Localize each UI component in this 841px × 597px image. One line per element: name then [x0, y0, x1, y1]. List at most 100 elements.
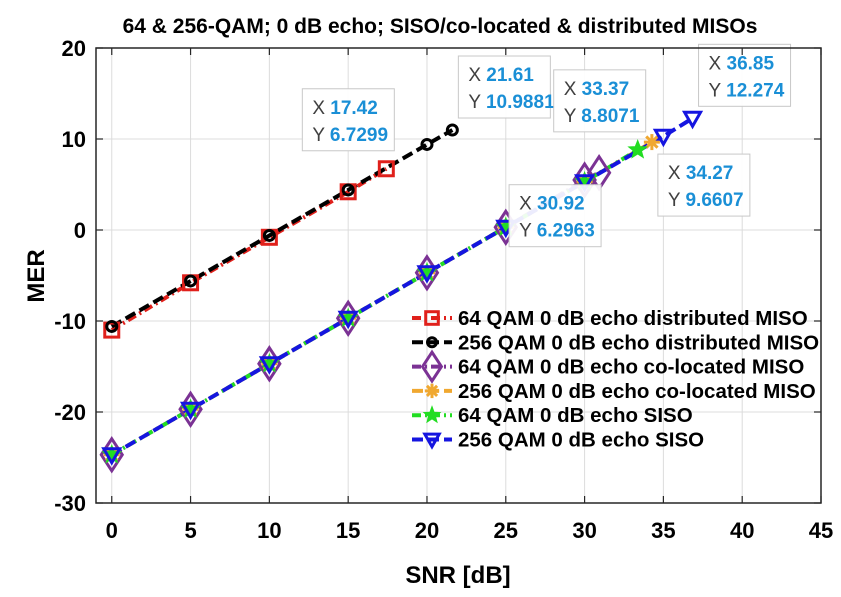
legend-label: 64 QAM 0 dB echo co-located MISO	[458, 356, 804, 379]
datatip-axis-letter: X	[668, 163, 686, 184]
series-line-5	[110, 148, 639, 457]
y-tick-label: -20	[54, 400, 86, 425]
y-axis: -30 -20 -10 0 10 20	[54, 36, 821, 516]
y-axis-label: MER	[23, 249, 50, 302]
data-point	[681, 110, 704, 130]
y-tick-label: 0	[74, 218, 86, 243]
legend-entry: 256 QAM 0 dB echo co-located MISO	[412, 380, 816, 403]
datatip: X 30.92 Y 6.2963	[508, 184, 602, 248]
datatip-row: Y 12.274	[709, 80, 785, 101]
datatip-axis-letter: Y	[312, 125, 330, 146]
y-tick-label: 10	[62, 127, 86, 152]
datatip-box	[301, 88, 395, 152]
y-tick-label: -30	[54, 491, 86, 516]
legend-marker-swatch	[426, 336, 438, 349]
datatip-value: 30.92	[537, 194, 585, 215]
datatip-row: X 30.92	[519, 194, 585, 215]
x-axis-label: SNR [dB]	[405, 562, 510, 589]
plot-area	[96, 48, 821, 503]
series-line-1	[110, 167, 388, 332]
data-point	[652, 128, 674, 148]
legend-label: 256 QAM 0 dB echo distributed MISO	[458, 331, 819, 354]
datatip-value: 21.61	[486, 65, 534, 86]
datatip-row: Y 6.7299	[312, 125, 388, 146]
datatip-value: 17.42	[330, 98, 378, 119]
series-line-6	[110, 116, 694, 457]
data-point	[574, 174, 596, 193]
data-point	[101, 447, 123, 466]
datatip-row: Y 9.6607	[668, 190, 744, 211]
datatip-box	[657, 153, 751, 217]
x-tick-label: 45	[809, 518, 833, 543]
data-point	[627, 139, 649, 159]
series-markers	[99, 110, 704, 474]
data-point	[377, 160, 395, 178]
legend-label: 256 QAM 0 dB echo SISO	[458, 429, 704, 452]
x-tick-label: 10	[257, 518, 281, 543]
datatip-value: 9.6607	[685, 190, 743, 211]
datatip-box	[457, 55, 551, 119]
datatip-axis-letter: Y	[668, 190, 686, 211]
datatip-value: 12.274	[726, 80, 785, 101]
data-point	[643, 134, 660, 151]
legend-label: 64 QAM 0 dB echo distributed MISO	[458, 307, 808, 330]
x-tick-label: 40	[730, 518, 754, 543]
datatip-axis-letter: X	[564, 79, 582, 100]
datatip-row: X 17.42	[312, 98, 378, 119]
legend-marker-swatch	[422, 405, 442, 424]
x-tick-label: 30	[572, 518, 596, 543]
datatip-row: X 33.37	[564, 79, 630, 100]
legend-label: 256 QAM 0 dB echo co-located MISO	[458, 380, 816, 403]
datatip: X 36.85 Y 12.274	[698, 43, 792, 107]
datatip-axis-letter: Y	[519, 221, 537, 242]
data-point	[341, 183, 355, 197]
x-tick-label: 35	[651, 518, 675, 543]
legend-entry: 256 QAM 0 dB echo SISO	[412, 429, 704, 452]
datatip-axis-letter: Y	[709, 80, 727, 101]
y-tick-label: 20	[62, 36, 86, 61]
x-tick-label: 25	[494, 518, 518, 543]
legend-entry: 64 QAM 0 dB echo co-located MISO	[412, 349, 804, 384]
x-tick-label: 20	[415, 518, 439, 543]
datatip: X 17.42Y 6.7299	[301, 88, 395, 152]
legend-entry: 256 QAM 0 dB echo distributed MISO	[412, 331, 819, 354]
datatip-value: 10.9881	[486, 92, 555, 113]
datatip-value: 8.8071	[581, 106, 640, 127]
datatip-row: X 34.27	[668, 163, 734, 184]
legend-label: 64 QAM 0 dB echo SISO	[458, 404, 693, 427]
datatip-row: Y 10.9881	[468, 92, 555, 113]
x-axis: 0 5 10 15 20 25 30 35 40 45	[106, 48, 833, 543]
datatip-axis-letter: X	[519, 194, 537, 215]
data-point	[179, 401, 202, 421]
datatip-row: Y 8.8071	[564, 106, 640, 127]
legend-entry: 64 QAM 0 dB echo distributed MISO	[412, 307, 808, 330]
datatip-value: 6.7299	[330, 125, 388, 146]
data-point	[445, 123, 459, 137]
data-point	[416, 265, 438, 284]
datatip-axis-letter: X	[468, 65, 486, 86]
datatip-row: X 36.85	[709, 53, 775, 74]
x-tick-label: 5	[184, 518, 196, 543]
data-point	[337, 310, 359, 330]
x-tick-label: 15	[336, 518, 360, 543]
datatip-box	[698, 43, 792, 107]
y-tick-label: -10	[54, 309, 86, 334]
datatip-row: X 21.61	[468, 65, 534, 86]
datatip-axis-letter: X	[312, 98, 330, 119]
datatip: X 33.37 Y 8.8071	[553, 69, 647, 133]
datatip: X 21.61 Y 10.9881	[457, 55, 555, 119]
x-tick-label: 0	[106, 518, 118, 543]
legend-entry: 64 QAM 0 dB echo SISO	[412, 404, 693, 427]
datatip-box	[508, 184, 602, 248]
data-point	[262, 228, 276, 242]
datatip: X 34.27 Y 9.6607	[657, 153, 751, 217]
datatip-value: 33.37	[582, 79, 630, 100]
data-point	[420, 137, 434, 151]
legend-marker-swatch	[422, 432, 442, 450]
datatip-box	[553, 69, 647, 133]
data-point	[184, 274, 198, 288]
datatip-row: Y 6.2963	[519, 221, 595, 242]
